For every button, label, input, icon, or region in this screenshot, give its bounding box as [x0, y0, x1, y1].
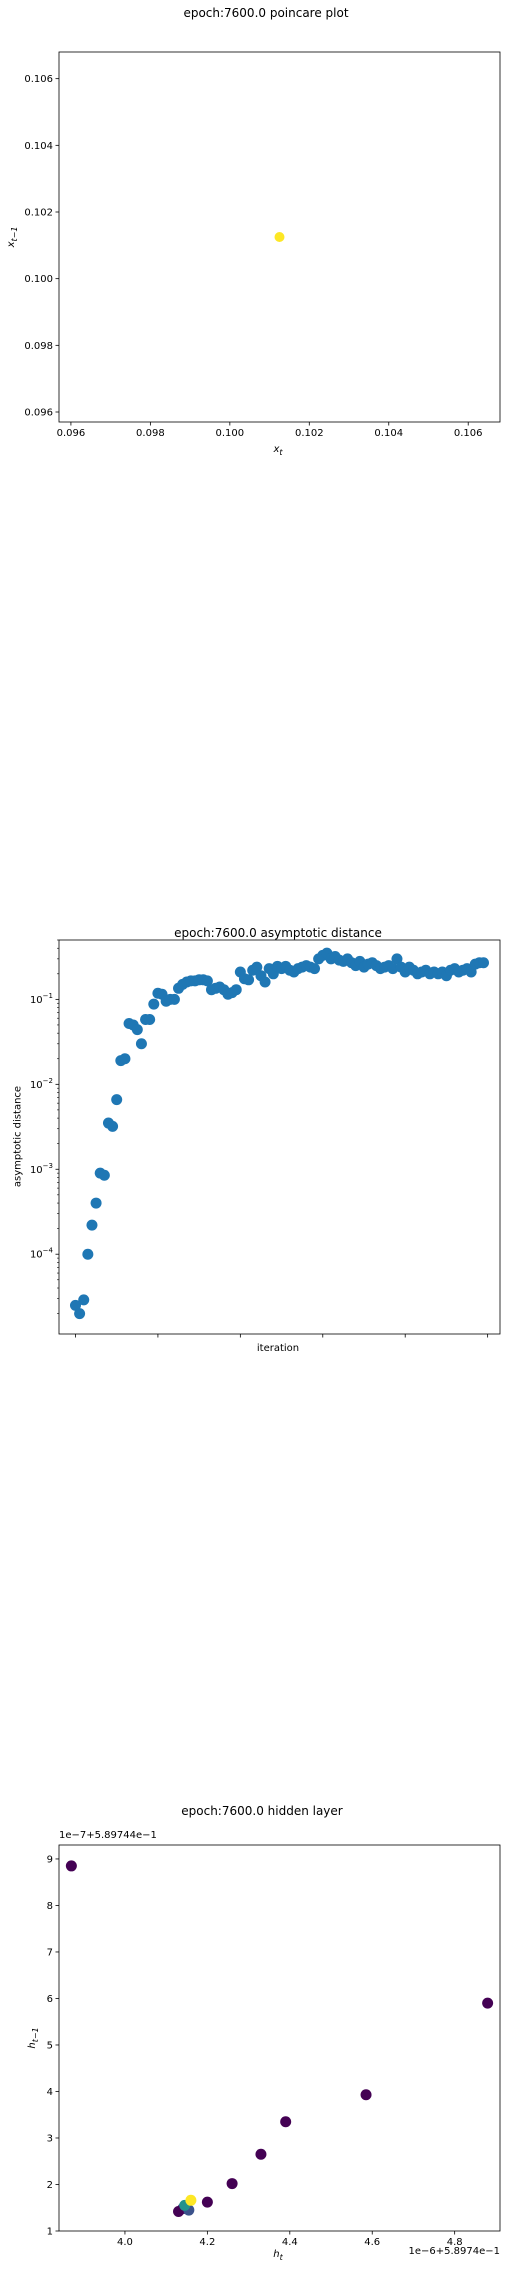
y-tick-label: 2: [47, 2180, 53, 2191]
y-axis-label: ht−1: [27, 2027, 40, 2048]
y-tick-label: 10−1: [30, 992, 53, 1006]
data-point: [69, 1299, 81, 1311]
data-point: [360, 2089, 372, 2101]
poincare-chart: epoch:7600.0 poincare plot 0.096 0.098 0.1…: [6, 6, 501, 457]
data-point: [391, 953, 403, 965]
y-tick-label: 8: [47, 1901, 53, 1912]
y-tick-label: 9: [47, 1854, 53, 1865]
data-point: [259, 976, 271, 988]
x-tick-label: 0.102: [295, 428, 324, 439]
chart-title: epoch:7600.0 poincare plot: [183, 6, 348, 20]
chart-title: epoch:7600.0 asymptotic distance: [174, 926, 382, 940]
data-point: [280, 2116, 292, 2128]
points: [69, 947, 490, 1320]
x-tick-label: 0.100: [216, 428, 245, 439]
y-tick-label: 7: [47, 1947, 53, 1958]
y-tick-label: 0.100: [24, 274, 53, 285]
asymptotic-distance-chart: epoch:7600.0 asymptotic distance 0204060…: [30, 926, 501, 1338]
x-tick-label: 0.098: [136, 428, 165, 439]
chart-title: epoch:7600.0 hidden layer: [181, 1804, 343, 1818]
x-offset-label: 1e−6+5.8974e−1: [408, 2246, 500, 2257]
y-tick-label: 10−2: [30, 1077, 53, 1091]
data-point: [230, 984, 242, 996]
data-point: [201, 2196, 213, 2208]
x-tick-label: 4.8: [447, 2237, 463, 2248]
y-tick-label: 0.096: [24, 408, 53, 419]
x-ticks: 4.0 4.2 4.4 4.6 4.8: [117, 2231, 463, 2248]
data-point: [111, 1094, 123, 1106]
x-tick-label: 4.0: [117, 2237, 133, 2248]
y-offset-label: 1e−7+5.89744e−1: [59, 1830, 157, 1841]
data-point: [78, 1294, 90, 1306]
data-point: [82, 1248, 94, 1260]
data-point: [274, 232, 285, 242]
x-axis-label: iteration: [256, 1343, 300, 1354]
data-point: [65, 1860, 77, 1872]
data-point: [168, 993, 180, 1005]
data-point: [255, 2148, 267, 2160]
y-ticks: 1 2 3 4 5 6 7 8 9: [47, 1854, 59, 2238]
y-tick-label: 0.104: [24, 141, 53, 152]
y-ticks: 10−4 10−3 10−2 10−1: [30, 939, 59, 1314]
y-tick-label: 1: [47, 2227, 53, 2238]
x-tick-label: 4.4: [282, 2237, 298, 2248]
data-point: [243, 974, 255, 986]
y-tick-label: 0.098: [24, 341, 53, 352]
y-tick-label: 4: [47, 2087, 53, 2098]
y-tick-label: 5: [47, 2040, 53, 2051]
x-ticks: 020406080100: [75, 1334, 489, 1338]
data-point: [144, 1013, 156, 1025]
data-point: [482, 1997, 494, 2009]
y-tick-label: 0.102: [24, 208, 53, 219]
y-axis-label: xt−1: [6, 227, 19, 249]
hidden-layer-chart: epoch:7600.0 hidden layer 1e−7+5.89744e−…: [27, 1804, 501, 2262]
data-point: [309, 963, 321, 975]
points: [65, 1860, 494, 2217]
y-tick-label: 0.106: [24, 74, 53, 85]
data-point: [131, 1024, 143, 1036]
y-tick-label: 10−4: [30, 1247, 54, 1261]
data-point: [478, 957, 490, 969]
y-axis-label: asymptotic distance: [12, 1085, 24, 1188]
data-point: [185, 2194, 197, 2206]
points: [274, 232, 285, 242]
y-tick-label: 3: [47, 2133, 53, 2144]
axes-frame: [58, 51, 501, 423]
x-axis-label: xt: [272, 444, 283, 457]
x-tick-label: 0.096: [57, 428, 86, 439]
data-point: [119, 1053, 131, 1065]
data-point: [226, 2178, 238, 2190]
y-ticks: 0.096 0.098 0.100 0.102 0.104 0.106: [24, 74, 59, 419]
data-point: [98, 1169, 110, 1181]
x-tick-label: 0.106: [454, 428, 483, 439]
axes-frame: [58, 1844, 501, 2232]
data-point: [90, 1197, 102, 1209]
x-tick-label: 4.6: [364, 2237, 380, 2248]
data-point: [201, 975, 213, 987]
axes-frame: [58, 939, 501, 1335]
data-point: [86, 1219, 98, 1231]
plot-area: 0.096 0.098 0.100 0.102 0.104 0.106 0.0960.09…: [24, 51, 501, 439]
x-tick-label: 0.104: [374, 428, 403, 439]
plot-area: 020406080100 10−4 10−3 10−2 10−1: [30, 939, 501, 1338]
data-point: [148, 998, 160, 1010]
y-tick-label: 6: [47, 1994, 53, 2005]
data-point: [251, 961, 263, 973]
data-point: [74, 1308, 86, 1320]
x-axis-label: ht: [273, 2249, 283, 2262]
data-point: [387, 963, 399, 975]
y-tick-label: 10−3: [30, 1162, 53, 1176]
data-point: [107, 1120, 119, 1132]
data-point: [135, 1038, 147, 1050]
plot-area: 4.0 4.2 4.4 4.6 4.8 1 2 3 4 5 6 7 8 9: [47, 1844, 501, 2248]
x-tick-label: 4.2: [199, 2237, 215, 2248]
x-ticks: 0.096 0.098 0.100 0.102 0.104 0.106: [57, 422, 483, 439]
